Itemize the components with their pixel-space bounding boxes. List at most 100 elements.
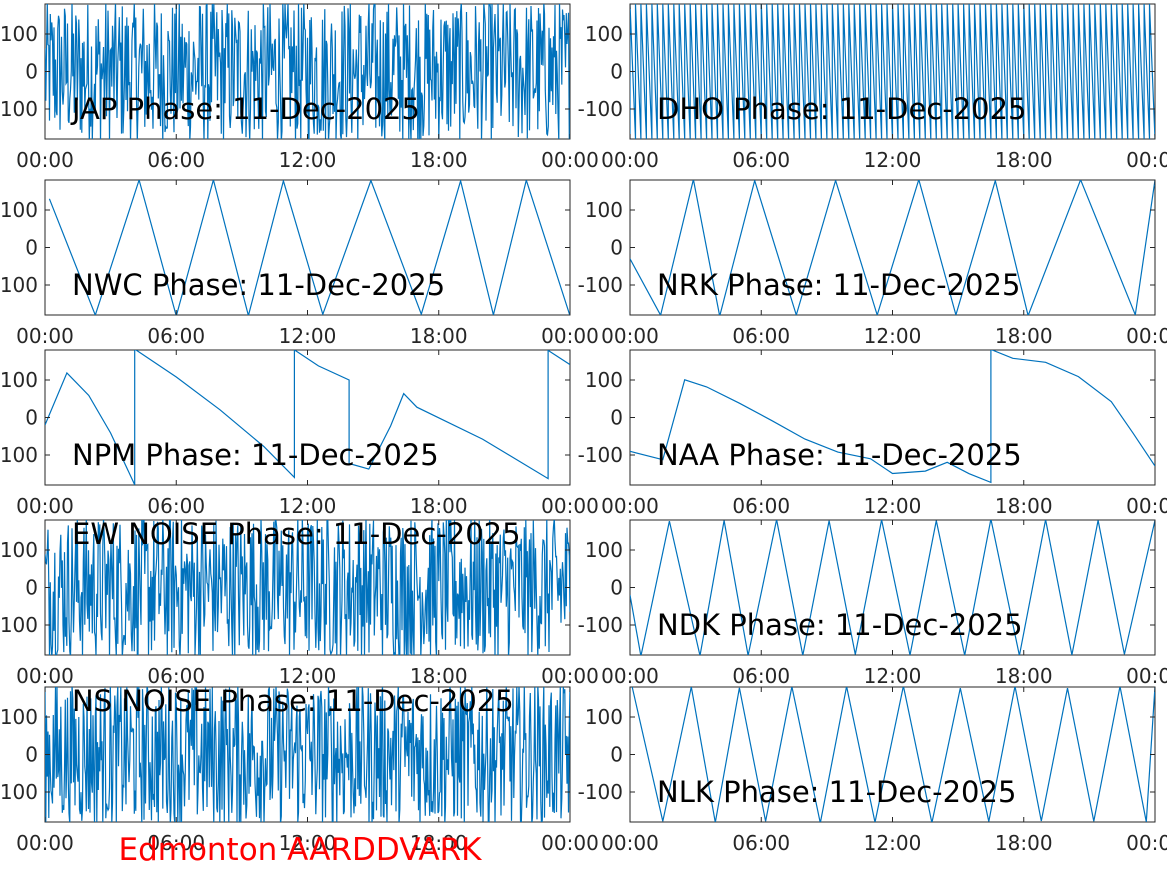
plot-area [629, 686, 1156, 823]
x-tick-label: 18:00 [995, 831, 1053, 855]
x-tick-label: 00:00 [16, 324, 74, 348]
x-tick-label: 18:00 [995, 664, 1053, 688]
panel-title: DHO Phase: 11-Dec-2025 [657, 92, 1027, 126]
y-tick-label: -100 [0, 613, 38, 637]
x-tick-label: 00:00 [16, 664, 74, 688]
y-tick-label: 100 [585, 705, 623, 729]
y-tick-label: -100 [578, 613, 623, 637]
phase-series-line [48, 180, 570, 315]
x-tick-label: 06:00 [732, 324, 790, 348]
y-tick-label: 0 [25, 236, 38, 260]
panel-title: EW NOISE Phase: 11-Dec-2025 [72, 517, 521, 551]
chart-panel: -100 0 100 00:00 06:00 12:00 18:00 00:00 EW NOIS… [0, 517, 599, 688]
chart-panel: -100 0 100 00:00 06:00 12:00 18:00 00:00 NRK Pha… [578, 179, 1167, 348]
x-tick-label: 00:00 [601, 494, 659, 518]
panel-title: NS NOISE Phase: 11-Dec-2025 [72, 684, 514, 718]
x-tick-label: 18:00 [995, 324, 1053, 348]
y-tick-label: 0 [610, 743, 623, 767]
x-tick-label: 00:00 [1126, 148, 1167, 172]
y-tick-label: 0 [610, 236, 623, 260]
x-tick-label: 12:00 [279, 148, 337, 172]
panel-title: NWC Phase: 11-Dec-2025 [72, 268, 445, 302]
phase-series-line [630, 520, 1155, 655]
y-tick-label: 100 [585, 198, 623, 222]
y-tick-label: 100 [585, 22, 623, 46]
y-tick-label: 0 [610, 60, 623, 84]
x-tick-label: 18:00 [410, 324, 468, 348]
chart-panel: -100 0 100 00:00 06:00 12:00 18:00 00:00 NPM Pha… [0, 349, 599, 518]
x-tick-label: 06:00 [147, 148, 205, 172]
x-tick-label: 00:00 [601, 324, 659, 348]
panel-title: NPM Phase: 11-Dec-2025 [72, 438, 439, 472]
panel-title: NAA Phase: 11-Dec-2025 [657, 438, 1022, 472]
x-tick-label: 00:00 [16, 494, 74, 518]
x-tick-label: 18:00 [410, 664, 468, 688]
chart-panel: -100 0 100 00:00 06:00 12:00 18:00 00:00 NWC Pha… [0, 179, 599, 348]
phase-series-line [45, 687, 570, 822]
y-tick-label: 100 [0, 538, 38, 562]
x-tick-label: 12:00 [279, 324, 337, 348]
y-tick-label: 100 [0, 198, 38, 222]
x-tick-label: 12:00 [864, 831, 922, 855]
x-tick-label: 18:00 [410, 831, 468, 855]
x-tick-label: 00:00 [16, 831, 74, 855]
x-tick-label: 12:00 [864, 494, 922, 518]
x-tick-label: 18:00 [410, 494, 468, 518]
panel-title: NRK Phase: 11-Dec-2025 [657, 268, 1020, 302]
y-tick-label: -100 [578, 443, 623, 467]
x-tick-label: 06:00 [147, 494, 205, 518]
y-tick-label: 100 [0, 705, 38, 729]
x-tick-label: 18:00 [995, 494, 1053, 518]
chart-panel: -100 0 100 00:00 06:00 12:00 18:00 00:00 DHO Pha… [578, 3, 1167, 172]
chart-panel: -100 0 100 00:00 06:00 12:00 18:00 00:00 NAA Pha… [578, 349, 1167, 518]
x-tick-label: 12:00 [864, 148, 922, 172]
y-tick-label: 100 [585, 538, 623, 562]
x-tick-label: 00:00 [1126, 664, 1167, 688]
y-tick-label: 100 [0, 368, 38, 392]
x-tick-label: 06:00 [147, 831, 205, 855]
x-tick-label: 00:00 [601, 664, 659, 688]
x-tick-label: 06:00 [732, 831, 790, 855]
x-tick-label: 06:00 [147, 324, 205, 348]
phase-series-line [631, 687, 1155, 822]
y-tick-label: -100 [0, 443, 38, 467]
panel-title: JAP Phase: 11-Dec-2025 [70, 92, 420, 126]
x-tick-label: 12:00 [279, 494, 337, 518]
chart-panel: -100 0 100 00:00 06:00 12:00 18:00 00:00 NDK Pha… [578, 519, 1167, 688]
x-tick-label: 12:00 [864, 664, 922, 688]
y-tick-label: 0 [610, 406, 623, 430]
panel-title: NDK Phase: 11-Dec-2025 [657, 608, 1023, 642]
phase-series-line [630, 180, 1155, 315]
x-tick-label: 00:00 [1126, 324, 1167, 348]
x-tick-label: 18:00 [995, 148, 1053, 172]
phase-series-line [630, 350, 1155, 484]
y-tick-label: 0 [25, 743, 38, 767]
y-tick-label: 0 [25, 576, 38, 600]
x-tick-label: 00:00 [541, 324, 599, 348]
y-tick-label: -100 [578, 97, 623, 121]
plot-area [44, 349, 571, 486]
x-tick-label: 12:00 [864, 324, 922, 348]
x-tick-label: 06:00 [732, 664, 790, 688]
y-tick-label: -100 [0, 97, 38, 121]
x-tick-label: 06:00 [732, 494, 790, 518]
chart-panel: -100 0 100 00:00 06:00 12:00 18:00 00:00 NLK Pha… [578, 686, 1167, 855]
phase-series-line [45, 4, 570, 139]
x-tick-label: 12:00 [279, 831, 337, 855]
phase-series-line [45, 350, 570, 485]
x-tick-label: 00:00 [541, 831, 599, 855]
y-tick-label: 0 [25, 406, 38, 430]
y-tick-label: 100 [585, 368, 623, 392]
y-tick-label: -100 [578, 780, 623, 804]
x-tick-label: 00:00 [541, 148, 599, 172]
x-tick-label: 06:00 [147, 664, 205, 688]
plot-area [629, 179, 1156, 316]
figure-suptitle: Edmonton AARDDVARK [118, 832, 482, 868]
chart-panel: -100 0 100 00:00 06:00 12:00 18:00 00:00 JAP Pha… [0, 3, 599, 172]
chart-panel: -100 0 100 00:00 06:00 12:00 18:00 00:00 NS NOIS… [0, 684, 599, 855]
x-tick-label: 00:00 [1126, 831, 1167, 855]
x-tick-label: 06:00 [732, 148, 790, 172]
y-tick-label: -100 [0, 780, 38, 804]
x-tick-label: 00:00 [541, 664, 599, 688]
